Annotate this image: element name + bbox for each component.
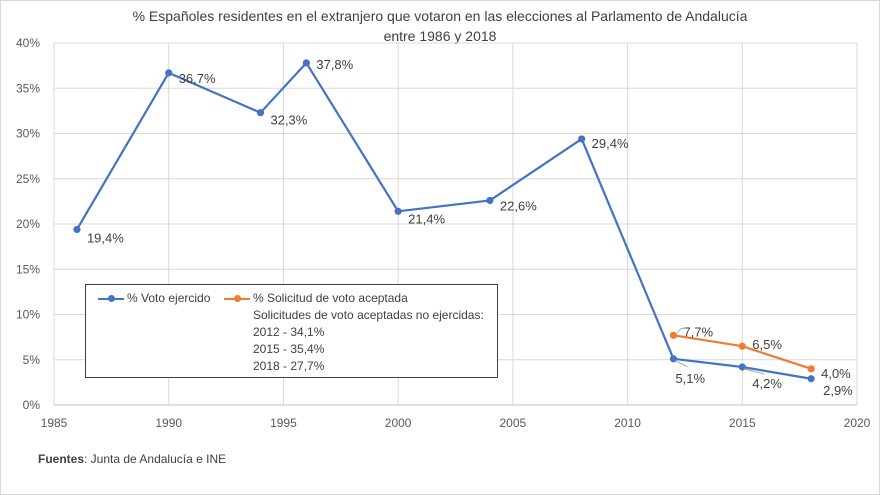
data-point xyxy=(73,225,81,234)
y-tick-label: 40% xyxy=(16,36,40,50)
data-label: 21,4% xyxy=(408,211,445,226)
data-point xyxy=(738,363,746,371)
chart-title: % Españoles residentes en el extranjero … xyxy=(0,6,880,46)
legend-swatch-orange-icon xyxy=(224,294,250,304)
data-label: 32,3% xyxy=(270,113,307,128)
data-label: 4,2% xyxy=(752,376,782,391)
y-tick-label: 20% xyxy=(16,217,40,231)
data-point xyxy=(807,375,815,383)
y-tick-label: 25% xyxy=(16,172,40,186)
x-axis-ticks: 1985 1990 1995 2000 2005 2010 2015 2020 xyxy=(41,416,871,430)
legend-label-solicitud: % Solicitud de voto aceptada xyxy=(253,291,408,305)
data-label: 5,1% xyxy=(675,371,705,386)
data-label: 2,9% xyxy=(823,383,853,398)
series-voto-ejercido: 19,4% 36,7% 32,3% 37,8% 21,4% 22,6% 29,4% 5,1% 4… xyxy=(73,57,853,398)
data-label: 4,0% xyxy=(821,366,851,381)
legend-swatch-blue-icon xyxy=(98,294,124,304)
y-axis-ticks: 0% 5% 10% 15% 20% 25% 30% 35% 40% xyxy=(16,36,40,412)
data-point xyxy=(486,196,494,205)
legend-label-voto-ejercido: % Voto ejercido xyxy=(127,291,211,305)
leader-line xyxy=(744,368,765,375)
legend-note-2012: 2012 - 34,1% xyxy=(253,325,325,339)
data-point xyxy=(578,135,586,143)
y-tick-label: 5% xyxy=(23,353,41,367)
legend: % Voto ejercido % Solicitud de voto acep… xyxy=(85,284,498,378)
source-text: : Junta de Andalucía e INE xyxy=(84,452,227,466)
data-label: 29,4% xyxy=(592,136,629,151)
legend-note-2015: 2015 - 35,4% xyxy=(253,342,325,356)
data-point xyxy=(394,207,402,215)
x-tick-label: 1985 xyxy=(41,416,68,430)
data-label: 36,7% xyxy=(179,71,216,86)
y-tick-label: 30% xyxy=(16,127,40,141)
data-point xyxy=(807,365,815,373)
x-tick-label: 2020 xyxy=(844,416,871,430)
legend-note-2018: 2018 - 27,7% xyxy=(253,359,325,373)
data-point xyxy=(165,69,173,77)
data-point xyxy=(256,109,265,117)
series-group: 19,4% 36,7% 32,3% 37,8% 21,4% 22,6% 29,4% 5,1% 4… xyxy=(73,57,853,398)
x-tick-label: 2000 xyxy=(385,416,412,430)
chart-title-line-2: entre 1986 y 2018 xyxy=(383,28,497,44)
source-label: Fuentes xyxy=(38,452,85,466)
leader-line xyxy=(677,327,686,333)
leader-line xyxy=(675,360,688,368)
y-tick-label: 15% xyxy=(16,262,40,276)
series-line xyxy=(75,61,812,380)
data-point xyxy=(302,59,310,67)
data-point xyxy=(669,331,678,339)
y-tick-label: 35% xyxy=(16,81,40,95)
x-tick-label: 2015 xyxy=(729,416,756,430)
source-note: Fuentes: Junta de Andalucía e INE xyxy=(38,452,226,466)
data-point xyxy=(669,355,678,363)
data-label: 22,6% xyxy=(500,198,537,213)
data-label: 37,8% xyxy=(316,57,353,72)
chart-title-line-1: % Españoles residentes en el extranjero … xyxy=(132,8,748,24)
x-tick-label: 2005 xyxy=(500,416,527,430)
x-tick-label: 1990 xyxy=(155,416,182,430)
data-label: 19,4% xyxy=(87,230,124,245)
series-solicitud-aceptada: 7,7% 6,5% 4,0% xyxy=(669,324,851,381)
data-point xyxy=(738,342,746,350)
y-tick-label: 0% xyxy=(23,398,41,412)
legend-item-solicitud: % Solicitud de voto aceptada xyxy=(224,290,408,306)
legend-item-voto-ejercido: % Voto ejercido xyxy=(98,290,210,306)
y-tick-label: 10% xyxy=(16,308,40,322)
x-tick-label: 1995 xyxy=(270,416,297,430)
data-label: 7,7% xyxy=(683,324,713,339)
legend-note-title: Solicitudes de voto aceptadas no ejercid… xyxy=(253,308,484,322)
x-tick-label: 2010 xyxy=(614,416,641,430)
data-label: 6,5% xyxy=(752,337,782,352)
